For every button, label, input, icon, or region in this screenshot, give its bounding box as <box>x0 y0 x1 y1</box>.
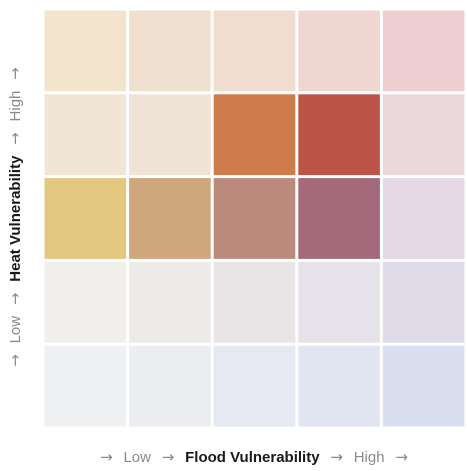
x-axis-label: → Low → Flood Vulnerability → High → <box>100 448 408 466</box>
heatmap-cell-heat-2-flood-2 <box>129 261 211 343</box>
x-axis-high-label: High <box>354 449 385 466</box>
heatmap-cell-heat-2-flood-3 <box>213 261 296 343</box>
heatmap-cell-heat-3-flood-2 <box>129 178 211 259</box>
heatmap-cell-heat-4-flood-4 <box>298 94 380 176</box>
heatmap-cell-heat-1-flood-4 <box>298 345 380 427</box>
heatmap-cell-heat-2-flood-1 <box>44 261 127 343</box>
heatmap-cell-heat-3-flood-5 <box>382 178 465 259</box>
heatmap-cell-heat-3-flood-1 <box>44 178 127 259</box>
x-axis-title: Flood Vulnerability <box>185 449 320 466</box>
heatmap-cell-heat-4-flood-3 <box>213 94 296 176</box>
x-axis-arrow-3: → <box>330 448 343 466</box>
heatmap-cell-heat-4-flood-1 <box>44 94 127 176</box>
y-axis-arrow-2: → <box>6 293 24 306</box>
x-axis-low-label: Low <box>123 449 151 466</box>
heatmap-cell-heat-1-flood-1 <box>44 345 127 427</box>
heatmap-cell-heat-2-flood-4 <box>298 261 380 343</box>
y-axis-low-label: Low <box>7 316 24 344</box>
heatmap-cell-heat-3-flood-4 <box>298 178 380 259</box>
heatmap-cell-heat-3-flood-3 <box>213 178 296 259</box>
heatmap-cell-heat-1-flood-5 <box>382 345 465 427</box>
heatmap-cell-heat-2-flood-5 <box>382 261 465 343</box>
x-axis-arrow-1: → <box>100 448 113 466</box>
heatmap-cell-heat-5-flood-5 <box>382 10 465 92</box>
y-axis-high-label: High <box>7 91 24 122</box>
y-axis-label: → Low → Heat Vulnerability → High → <box>6 67 24 367</box>
heatmap-cell-heat-5-flood-4 <box>298 10 380 92</box>
heatmap-cell-heat-4-flood-2 <box>129 94 211 176</box>
heatmap-cell-heat-5-flood-3 <box>213 10 296 92</box>
heatmap-cell-heat-1-flood-2 <box>129 345 211 427</box>
heatmap-cell-heat-5-flood-1 <box>44 10 127 92</box>
y-axis-arrow-1: → <box>6 354 24 367</box>
x-axis-arrow-2: → <box>162 448 175 466</box>
heatmap-cell-heat-4-flood-5 <box>382 94 465 176</box>
y-axis-arrow-3: → <box>6 132 24 145</box>
heatmap-cell-heat-1-flood-3 <box>213 345 296 427</box>
heatmap-cell-heat-5-flood-2 <box>129 10 211 92</box>
x-axis-arrow-4: → <box>395 448 408 466</box>
y-axis-arrow-4: → <box>6 67 24 80</box>
y-axis-title: Heat Vulnerability <box>7 155 24 282</box>
heatmap-cells <box>44 10 465 427</box>
